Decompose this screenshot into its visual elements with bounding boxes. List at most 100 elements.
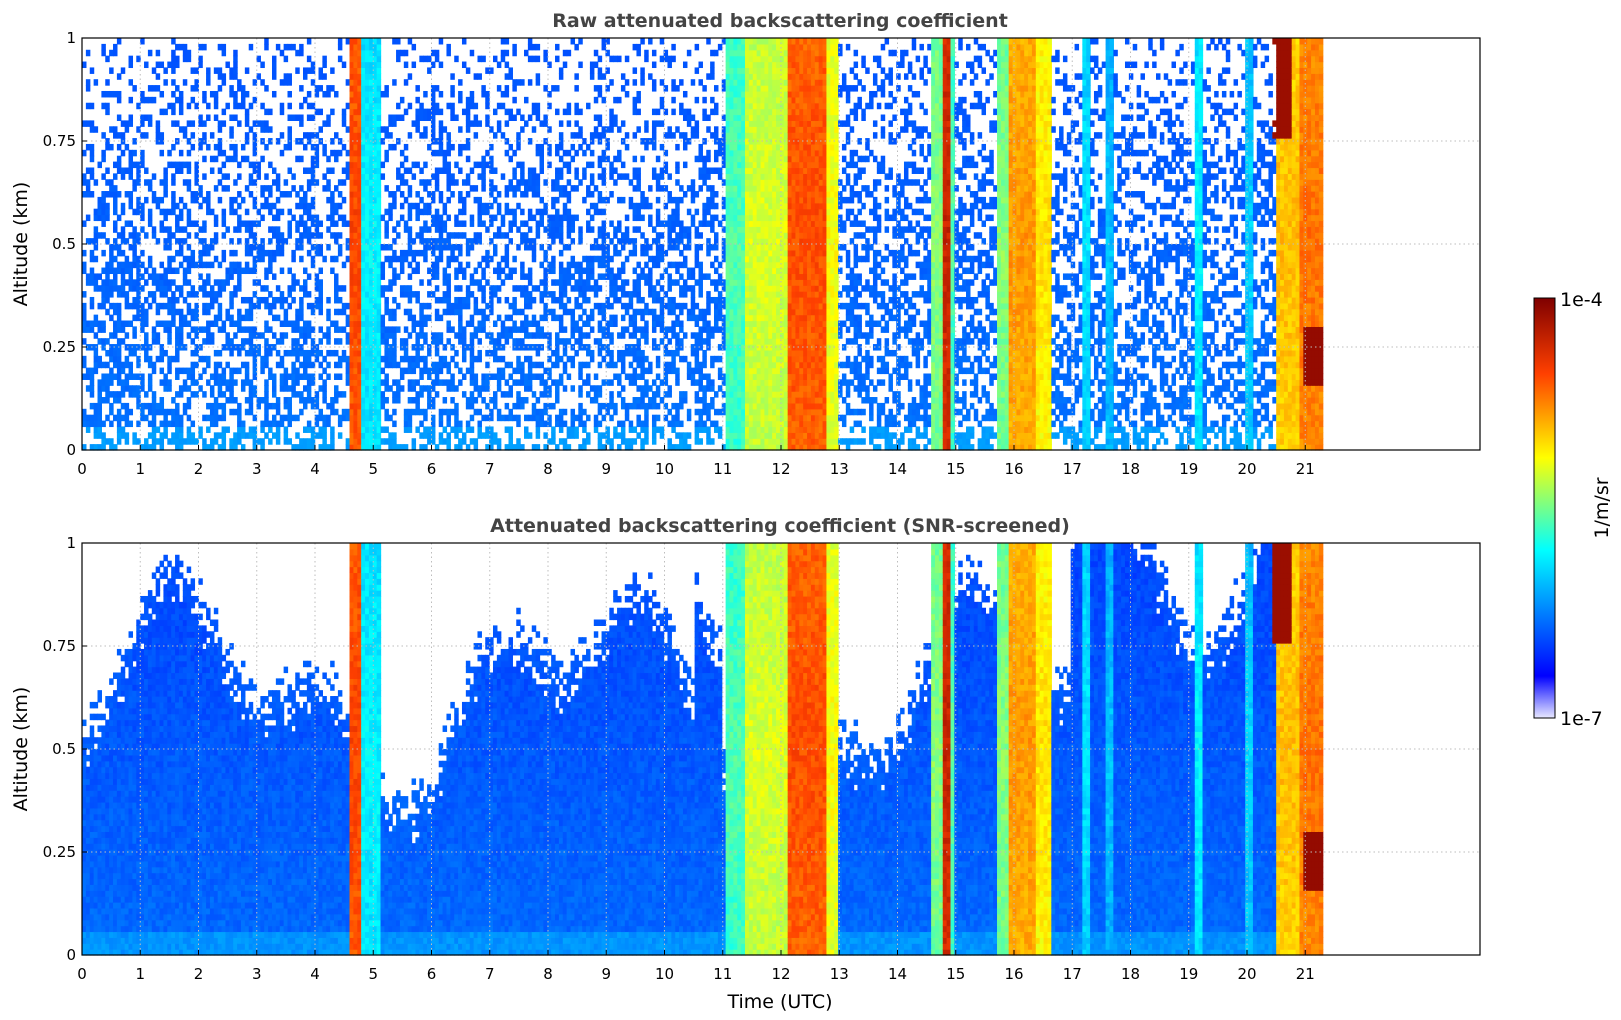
heatmap-cell — [171, 291, 175, 297]
heatmap-cell — [167, 309, 171, 315]
heatmap-cell — [470, 379, 474, 385]
heatmap-cell — [291, 273, 295, 279]
heatmap-cell — [532, 244, 536, 250]
heatmap-cell — [361, 103, 365, 109]
heatmap-cell — [369, 256, 373, 262]
heatmap-cell — [94, 409, 98, 415]
heatmap-cell — [466, 109, 470, 115]
heatmap-cell — [152, 421, 156, 427]
heatmap-cell — [369, 120, 373, 126]
heatmap-cell — [377, 273, 381, 279]
heatmap-cell — [187, 432, 191, 438]
heatmap-cell — [547, 385, 551, 391]
heatmap-cell — [439, 432, 443, 438]
heatmap-cell — [458, 309, 462, 315]
heatmap-cell — [334, 156, 338, 162]
heatmap-cell — [369, 79, 373, 85]
heatmap-cell — [330, 426, 334, 432]
heatmap-cell — [361, 338, 365, 344]
heatmap-cell — [101, 150, 105, 156]
heatmap-cell — [679, 291, 683, 297]
heatmap-cell — [117, 438, 121, 444]
heatmap-cell — [392, 421, 396, 427]
heatmap-cell — [435, 109, 439, 115]
heatmap-cell — [148, 50, 152, 56]
heatmap-cell — [586, 373, 590, 379]
heatmap-cell — [559, 315, 563, 321]
heatmap-cell — [427, 56, 431, 62]
heatmap-cell — [214, 256, 218, 262]
heatmap-cell — [369, 103, 373, 109]
heatmap-cell — [602, 226, 606, 232]
heatmap-cell — [90, 297, 94, 303]
heatmap-cell — [648, 185, 652, 191]
heatmap-cell — [555, 332, 559, 338]
heatmap-cell — [640, 362, 644, 368]
heatmap-cell — [144, 232, 148, 238]
heatmap-cell — [129, 120, 133, 126]
heatmap-cell — [477, 409, 481, 415]
heatmap-cell — [443, 397, 447, 403]
heatmap-cell — [365, 38, 369, 44]
heatmap-cell — [520, 338, 524, 344]
heatmap-cell — [524, 432, 528, 438]
heatmap-cell — [540, 244, 544, 250]
heatmap-cell — [117, 426, 121, 432]
heatmap-cell — [458, 244, 462, 250]
heatmap-cell — [202, 415, 206, 421]
heatmap-cell — [202, 226, 206, 232]
heatmap-cell — [202, 173, 206, 179]
heatmap-cell — [357, 132, 361, 138]
heatmap-cell — [687, 373, 691, 379]
heatmap-cell — [481, 273, 485, 279]
heatmap-cell — [567, 179, 571, 185]
heatmap-cell — [536, 350, 540, 356]
heatmap-cell — [288, 291, 292, 297]
heatmap-cell — [101, 291, 105, 297]
heatmap-cell — [350, 244, 354, 250]
heatmap-cell — [206, 209, 210, 215]
heatmap-cell — [342, 356, 346, 362]
heatmap-cell — [303, 73, 307, 79]
heatmap-cell — [187, 120, 191, 126]
heatmap-cell — [101, 209, 105, 215]
heatmap-cell — [578, 385, 582, 391]
heatmap-cell — [675, 403, 679, 409]
heatmap-cell — [353, 262, 357, 268]
heatmap-cell — [198, 262, 202, 268]
heatmap-cell — [567, 373, 571, 379]
heatmap-cell — [477, 350, 481, 356]
heatmap-cell — [241, 338, 245, 344]
heatmap-cell — [152, 297, 156, 303]
heatmap-cell — [695, 262, 699, 268]
heatmap-cell — [555, 179, 559, 185]
heatmap-cell — [160, 379, 164, 385]
heatmap-cell — [218, 285, 222, 291]
chart-title: Raw attenuated backscattering coefficien… — [552, 10, 1008, 32]
heatmap-cell — [470, 415, 474, 421]
heatmap-cell — [295, 326, 299, 332]
heatmap-cell — [148, 421, 152, 427]
heatmap-cell — [415, 191, 419, 197]
heatmap-cell — [555, 385, 559, 391]
heatmap-cell — [384, 156, 388, 162]
heatmap-cell — [640, 332, 644, 338]
heatmap-cell — [509, 315, 513, 321]
heatmap-cell — [264, 38, 268, 44]
heatmap-cell — [640, 38, 644, 44]
heatmap-cell — [516, 438, 520, 444]
heatmap-cell — [357, 126, 361, 132]
heatmap-cell — [222, 162, 226, 168]
heatmap-cell — [295, 50, 299, 56]
heatmap-cell — [187, 50, 191, 56]
heatmap-cell — [698, 362, 702, 368]
heatmap-cell — [675, 162, 679, 168]
heatmap-cell — [369, 244, 373, 250]
heatmap-cell — [272, 67, 276, 73]
heatmap-cell — [567, 432, 571, 438]
heatmap-cell — [384, 132, 388, 138]
heatmap-cell — [423, 303, 427, 309]
heatmap-cell — [636, 279, 640, 285]
heatmap-cell — [528, 209, 532, 215]
heatmap-cell — [187, 209, 191, 215]
